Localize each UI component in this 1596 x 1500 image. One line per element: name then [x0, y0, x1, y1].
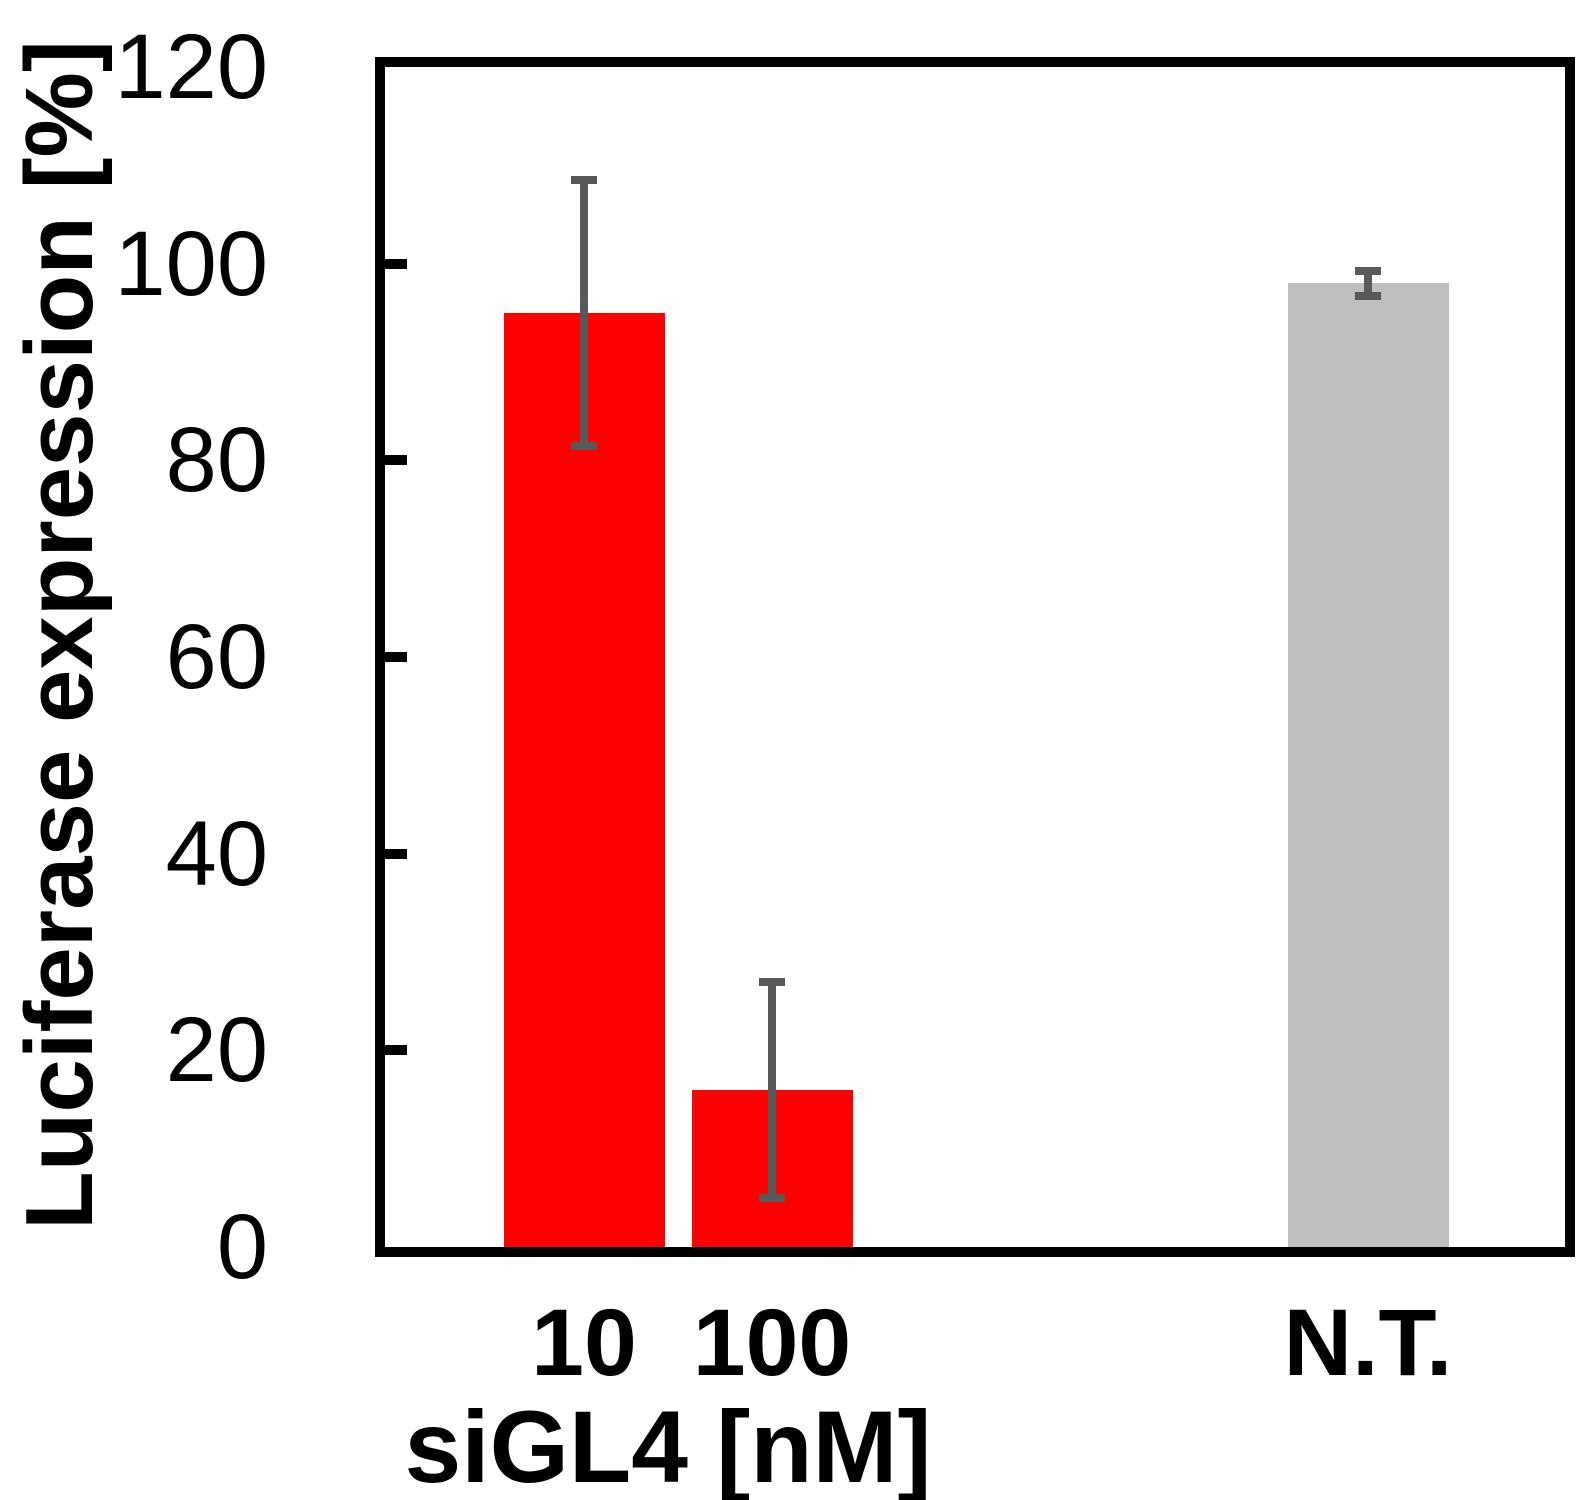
- y-tick-mark-100: [385, 258, 407, 269]
- error-bar-cap-top-nt: [1355, 266, 1381, 275]
- y-tick-label-20: 20: [165, 999, 268, 1102]
- x-tick-label-10: 10: [531, 1290, 637, 1396]
- x-tick-label-nt: N.T.: [1283, 1290, 1453, 1396]
- y-tick-label-80: 80: [165, 409, 268, 512]
- y-tick-label-40: 40: [165, 802, 268, 905]
- y-tick-mark-20: [385, 1045, 407, 1056]
- y-tick-label-0: 0: [216, 1196, 268, 1298]
- error-bar-cap-bottom-100: [759, 1193, 785, 1202]
- error-bar-line-nt: [1364, 270, 1372, 297]
- x-axis-title: siGL4 [nM]: [404, 1390, 932, 1500]
- y-tick-label-120: 120: [114, 16, 269, 118]
- error-bar-line-100: [768, 981, 776, 1198]
- bar-10: [503, 312, 665, 1247]
- error-bar-cap-top-100: [759, 977, 785, 986]
- y-tick-mark-60: [385, 652, 407, 662]
- error-bar-cap-top-10: [571, 176, 597, 185]
- error-bar-line-10: [580, 180, 588, 446]
- error-bar-cap-bottom-nt: [1355, 292, 1381, 301]
- y-tick-label-60: 60: [165, 606, 268, 708]
- x-tick-label-100: 100: [692, 1290, 852, 1396]
- y-tick-mark-80: [385, 455, 407, 466]
- error-bar-cap-bottom-10: [571, 441, 597, 450]
- plot-frame: [375, 57, 1575, 1257]
- y-tick-label-100: 100: [114, 212, 269, 315]
- bar-nt: [1287, 283, 1449, 1247]
- y-tick-mark-40: [385, 848, 407, 859]
